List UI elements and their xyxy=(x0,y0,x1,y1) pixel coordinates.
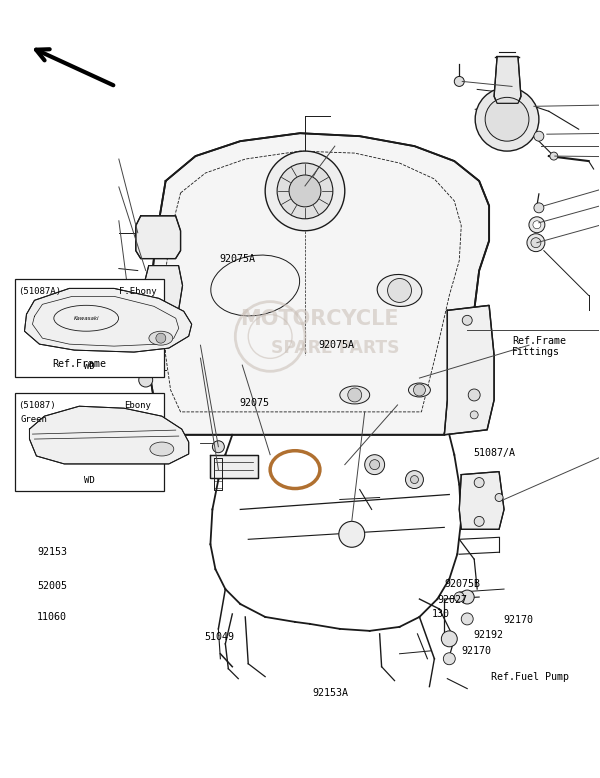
Text: 92075A: 92075A xyxy=(318,340,354,350)
Text: 92153: 92153 xyxy=(37,547,67,556)
Ellipse shape xyxy=(340,386,370,404)
Circle shape xyxy=(413,384,425,396)
Text: 52005: 52005 xyxy=(37,581,67,591)
Circle shape xyxy=(454,592,464,602)
Text: 92153A: 92153A xyxy=(312,688,348,698)
Circle shape xyxy=(442,631,457,647)
Text: 51087/A: 51087/A xyxy=(473,447,515,457)
Text: 51049: 51049 xyxy=(205,632,235,642)
Circle shape xyxy=(474,478,484,488)
Circle shape xyxy=(443,653,455,664)
Circle shape xyxy=(534,131,544,141)
Text: (51087): (51087) xyxy=(19,401,56,410)
Circle shape xyxy=(370,460,380,470)
Circle shape xyxy=(348,388,362,402)
Text: Ref.Frame: Ref.Frame xyxy=(52,359,106,370)
Circle shape xyxy=(468,389,480,401)
Polygon shape xyxy=(29,406,189,464)
Circle shape xyxy=(454,76,464,86)
Text: Ref.Fuel Pump: Ref.Fuel Pump xyxy=(491,672,569,682)
Circle shape xyxy=(531,238,541,247)
Polygon shape xyxy=(136,216,181,258)
Polygon shape xyxy=(494,57,521,103)
Text: (51087A): (51087A) xyxy=(19,287,62,296)
Polygon shape xyxy=(445,306,494,435)
Text: Kawasaki: Kawasaki xyxy=(73,316,99,321)
Polygon shape xyxy=(25,289,192,352)
Text: 92075B: 92075B xyxy=(445,579,481,589)
Circle shape xyxy=(529,217,545,233)
Text: WD: WD xyxy=(84,476,95,485)
Polygon shape xyxy=(149,133,489,435)
Circle shape xyxy=(212,441,224,453)
Circle shape xyxy=(460,590,474,604)
Circle shape xyxy=(365,454,385,475)
Text: 130: 130 xyxy=(431,608,449,619)
Ellipse shape xyxy=(409,383,430,397)
Text: 92192: 92192 xyxy=(473,630,503,640)
Bar xyxy=(14,279,164,377)
Circle shape xyxy=(527,233,545,251)
Polygon shape xyxy=(211,454,258,478)
Ellipse shape xyxy=(377,275,422,307)
Text: MOTORCYCLE: MOTORCYCLE xyxy=(241,309,399,328)
Text: 92027: 92027 xyxy=(437,594,467,605)
Circle shape xyxy=(277,163,333,219)
Text: 92037: 92037 xyxy=(90,429,120,439)
Text: Ebony: Ebony xyxy=(124,401,151,410)
Text: 92075: 92075 xyxy=(239,398,269,408)
Text: Green: Green xyxy=(20,415,47,424)
Circle shape xyxy=(265,151,345,231)
Text: SPARE PARTS: SPARE PARTS xyxy=(271,339,399,357)
Bar xyxy=(14,393,164,491)
Polygon shape xyxy=(459,471,504,529)
Circle shape xyxy=(475,87,539,151)
Text: F.Ebony: F.Ebony xyxy=(119,287,157,296)
Circle shape xyxy=(462,315,472,325)
Circle shape xyxy=(339,521,365,547)
Circle shape xyxy=(534,203,544,213)
Circle shape xyxy=(289,175,321,207)
Circle shape xyxy=(406,471,424,489)
Text: 92170: 92170 xyxy=(461,646,491,656)
Polygon shape xyxy=(144,265,182,318)
Circle shape xyxy=(388,279,412,303)
Circle shape xyxy=(410,475,418,484)
Circle shape xyxy=(461,613,473,625)
Text: 92075A: 92075A xyxy=(220,254,256,264)
Text: Ref.Frame
Fittings: Ref.Frame Fittings xyxy=(512,335,566,357)
Circle shape xyxy=(470,411,478,419)
Circle shape xyxy=(533,221,541,229)
Circle shape xyxy=(495,493,503,502)
Text: 92170: 92170 xyxy=(503,615,533,625)
Text: 702: 702 xyxy=(90,413,108,423)
Ellipse shape xyxy=(149,331,173,345)
Circle shape xyxy=(474,517,484,527)
Circle shape xyxy=(156,333,166,343)
Text: 11060: 11060 xyxy=(37,612,67,622)
Circle shape xyxy=(550,152,558,160)
Ellipse shape xyxy=(150,442,174,456)
Text: WD: WD xyxy=(84,363,95,371)
Circle shape xyxy=(485,97,529,141)
Circle shape xyxy=(139,373,152,387)
